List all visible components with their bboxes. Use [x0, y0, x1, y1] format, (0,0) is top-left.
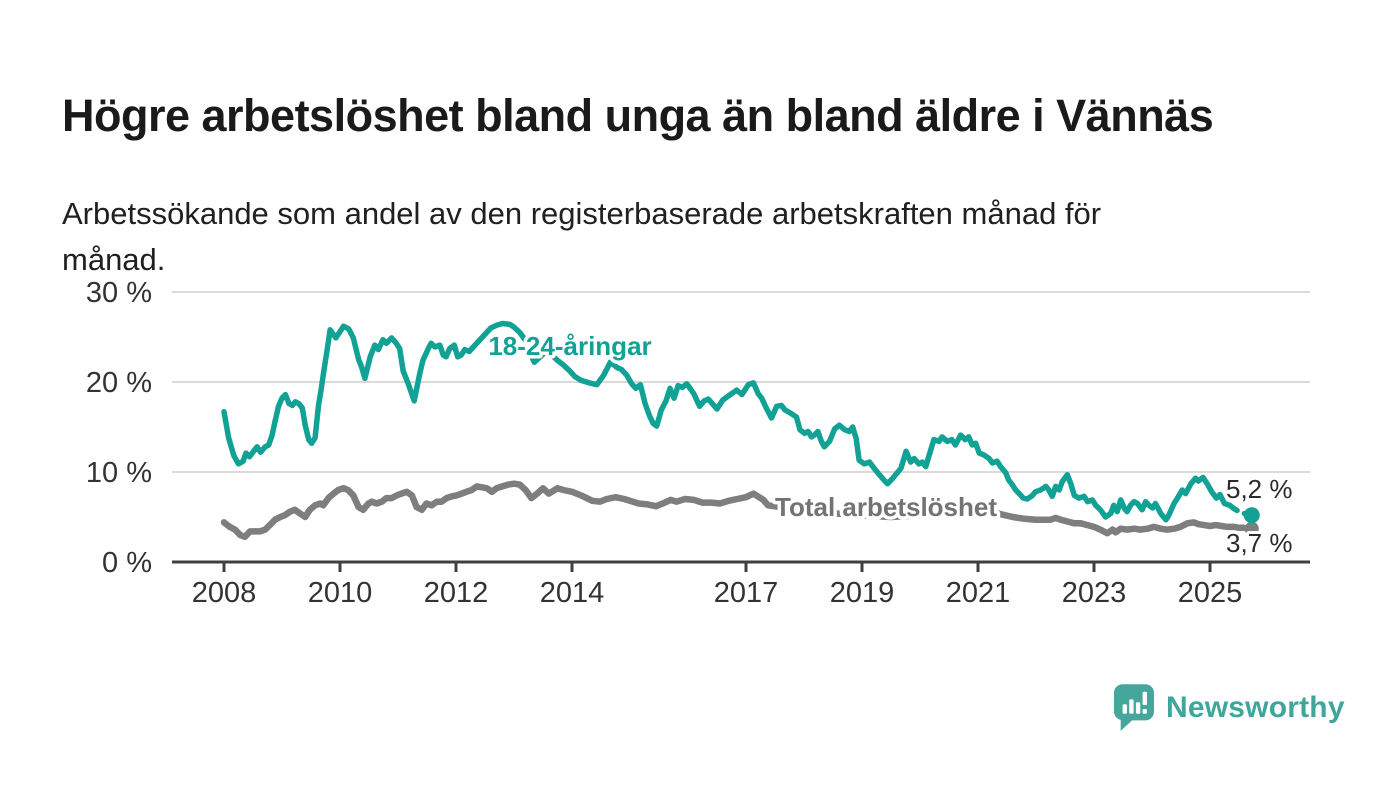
x-tick-label: 2008: [192, 577, 257, 609]
y-tick-label: 30 %: [86, 277, 152, 309]
x-tick-label: 2010: [308, 577, 373, 609]
gridlines-layer: [172, 291, 1310, 473]
x-tick-label: 2017: [714, 577, 779, 609]
end-value-label-young: 5,2 %: [1226, 474, 1293, 504]
newsworthy-bubble-icon: [1114, 684, 1154, 731]
x-tick-label: 2023: [1062, 577, 1127, 609]
x-tick-label: 2019: [830, 577, 895, 609]
x-tick-label: 2012: [424, 577, 489, 609]
end-dot-total: [1244, 521, 1259, 536]
series-label-young: 18-24-åringar: [488, 331, 651, 361]
series-line-young: [221, 320, 1233, 523]
page-title: Högre arbetslöshet bland unga än bland ä…: [62, 90, 1214, 142]
y-tick-label: 10 %: [86, 457, 152, 489]
y-tick-label: 20 %: [86, 367, 152, 399]
axis-layer: 0 % 10 % 20 % 30 % 2008 2010 2012 2014 2017 2019 2…: [86, 277, 1310, 609]
brand-name: Newsworthy: [1166, 691, 1345, 724]
end-value-label-total: 3,7 %: [1226, 528, 1293, 558]
x-tick-label: 2014: [540, 577, 605, 609]
y-tick-label: 0 %: [102, 547, 152, 579]
x-tick-label: 2025: [1178, 577, 1243, 609]
chart-subtitle: Arbetssökande som andel av den registerb…: [62, 191, 1322, 283]
series-layer: [220, 320, 1260, 541]
series-label-total: Total arbetslöshet: [775, 492, 997, 522]
subtitle-line-2: månad.: [62, 242, 166, 277]
subtitle-line-1: Arbetssökande som andel av den registerb…: [62, 196, 1102, 231]
brand-logo: Newsworthy: [1114, 684, 1345, 732]
x-tick-label: 2021: [946, 577, 1011, 609]
end-dot-young: [1243, 507, 1260, 524]
series-line-total: [220, 480, 1256, 541]
